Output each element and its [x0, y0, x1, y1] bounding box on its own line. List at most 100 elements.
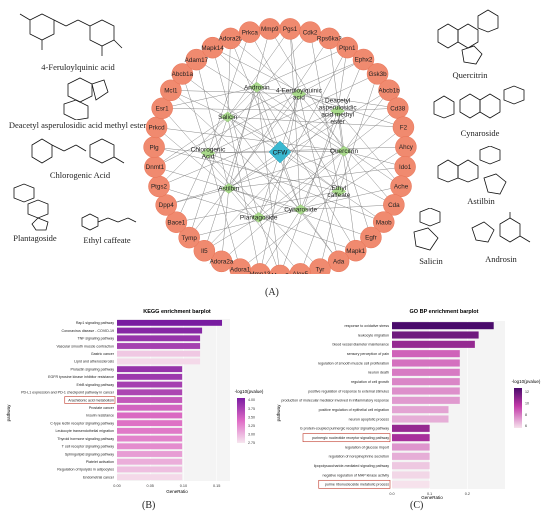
compound-label: Chlorogenic	[191, 146, 226, 153]
category-label: positive regulation of response to exter…	[308, 389, 389, 393]
go-xlabel: GeneRatio	[421, 495, 443, 500]
target-node-mapk1	[344, 239, 367, 262]
target-node-dpp4	[155, 194, 177, 216]
legend-tick-label: 3.25	[248, 424, 255, 428]
label-deacetyl-asperulosidic: Deacetyl asperulosidic acid methyl ester	[8, 120, 147, 130]
target-label: Tyr	[316, 266, 325, 273]
network-edge	[256, 87, 281, 274]
target-node-abcb1b	[378, 79, 400, 101]
target-label: Prkca	[242, 29, 259, 36]
network-edge	[258, 186, 402, 218]
target-node-maob	[372, 211, 395, 233]
target-node-gsk3b	[366, 63, 389, 85]
compound-label: 4-Feruloylquinic	[276, 87, 323, 94]
network-edge	[240, 191, 339, 270]
network-edge	[228, 28, 271, 189]
target-node-tymp	[178, 226, 200, 249]
network-edge	[256, 87, 398, 109]
bar	[117, 458, 183, 465]
target-node-abcb1a	[171, 63, 194, 85]
network-edge	[258, 151, 281, 218]
category-label: response to oxidative stress	[344, 324, 389, 328]
compound-node	[291, 88, 307, 100]
bar	[392, 359, 460, 367]
label-quercitrin: Quercitrin	[452, 70, 488, 80]
go-legend-colorbar	[514, 388, 522, 428]
category-label: Regulation of lipolysis in adipocytes	[57, 468, 114, 472]
target-label: Adora1	[230, 266, 251, 273]
network-edge	[337, 110, 356, 251]
legend-tick-label: 4.00	[248, 398, 255, 402]
network-edge	[259, 209, 301, 274]
bar	[392, 322, 494, 330]
network-edge	[158, 110, 338, 187]
network-edge	[207, 32, 250, 154]
network-edge	[182, 73, 209, 154]
network-edge	[208, 151, 281, 154]
label-4-feruloylquinic-acid: 4-Feruloylquinic acid	[41, 62, 115, 72]
network-edge	[228, 151, 281, 189]
compound-label: Quercitrin	[330, 148, 359, 155]
target-label: Adora2b	[219, 36, 243, 43]
category-label: Arachidonic acid metabolism	[68, 398, 114, 402]
bar	[392, 350, 460, 358]
category-label: Vascular smooth muscle contraction	[57, 344, 114, 348]
network-edge	[228, 166, 406, 189]
network-edge	[338, 73, 378, 192]
go-bp-barplot: GO BP enrichment barplot pathway GeneRat…	[276, 309, 541, 500]
bar	[117, 327, 203, 334]
compound-node	[249, 82, 265, 93]
category-label: Prolactin signaling pathway	[70, 367, 114, 371]
target-label: Dnmt1	[146, 164, 165, 171]
kegg-plot-area: 0.00 0.05 0.10 0.15 Rap1 signaling pathway Co…	[21, 319, 230, 488]
target-label: Cd38	[390, 105, 406, 112]
molecule-deacetyl-asperulosidic	[48, 74, 128, 121]
go-legend: -log10(pvalue) 12 10 8 6	[512, 379, 541, 428]
network-edge	[154, 116, 228, 168]
bar	[117, 319, 223, 326]
network-edge	[166, 188, 229, 206]
kegg-ylabel: pathway	[6, 404, 11, 422]
network-edge	[161, 108, 259, 218]
bar	[392, 462, 430, 470]
category-label: purinergic nucleotide receptor signaling…	[312, 436, 389, 440]
target-label: F2	[400, 124, 408, 131]
category-label: Lipid and atherosclerosis	[74, 360, 114, 364]
bar	[117, 350, 201, 357]
bar	[117, 358, 201, 365]
category-label: production of molecular mediator involve…	[281, 399, 389, 403]
network-edge	[256, 87, 402, 187]
network-edge	[228, 38, 330, 189]
network-edge	[269, 28, 345, 152]
target-label: Ido1	[399, 164, 412, 171]
target-node-adam17	[185, 48, 208, 71]
category-label: Rap1 signaling pathway	[76, 321, 114, 325]
label-cynaroside: Cynaroside	[460, 128, 500, 138]
target-label: Gsk3b	[368, 71, 387, 78]
structure-drawing	[81, 213, 137, 231]
network-edge	[258, 217, 356, 251]
network-edge	[166, 150, 345, 206]
target-node-ptpn1	[336, 36, 359, 59]
category-label: negative regulation of MAP kinase activi…	[323, 473, 390, 477]
go-ylabel: pathway	[276, 404, 281, 422]
highlight-box	[302, 433, 391, 443]
highlight-box	[318, 479, 391, 489]
network-edge	[300, 204, 394, 210]
legend-tick-label: 3.50	[248, 415, 255, 419]
target-label: Cdk2	[303, 29, 318, 36]
bar	[117, 412, 183, 419]
network-edge	[227, 116, 339, 262]
center-node: CFW	[268, 140, 292, 164]
network-edge	[319, 191, 340, 270]
target-node-mmp9	[259, 18, 281, 40]
network-edge	[182, 73, 339, 192]
network-edge	[207, 152, 241, 270]
compound-node	[221, 183, 237, 194]
category-label: regulation of norepinephrine secretion	[329, 455, 389, 459]
compound-label: acid methyl	[321, 112, 354, 119]
network-edge	[258, 47, 348, 218]
